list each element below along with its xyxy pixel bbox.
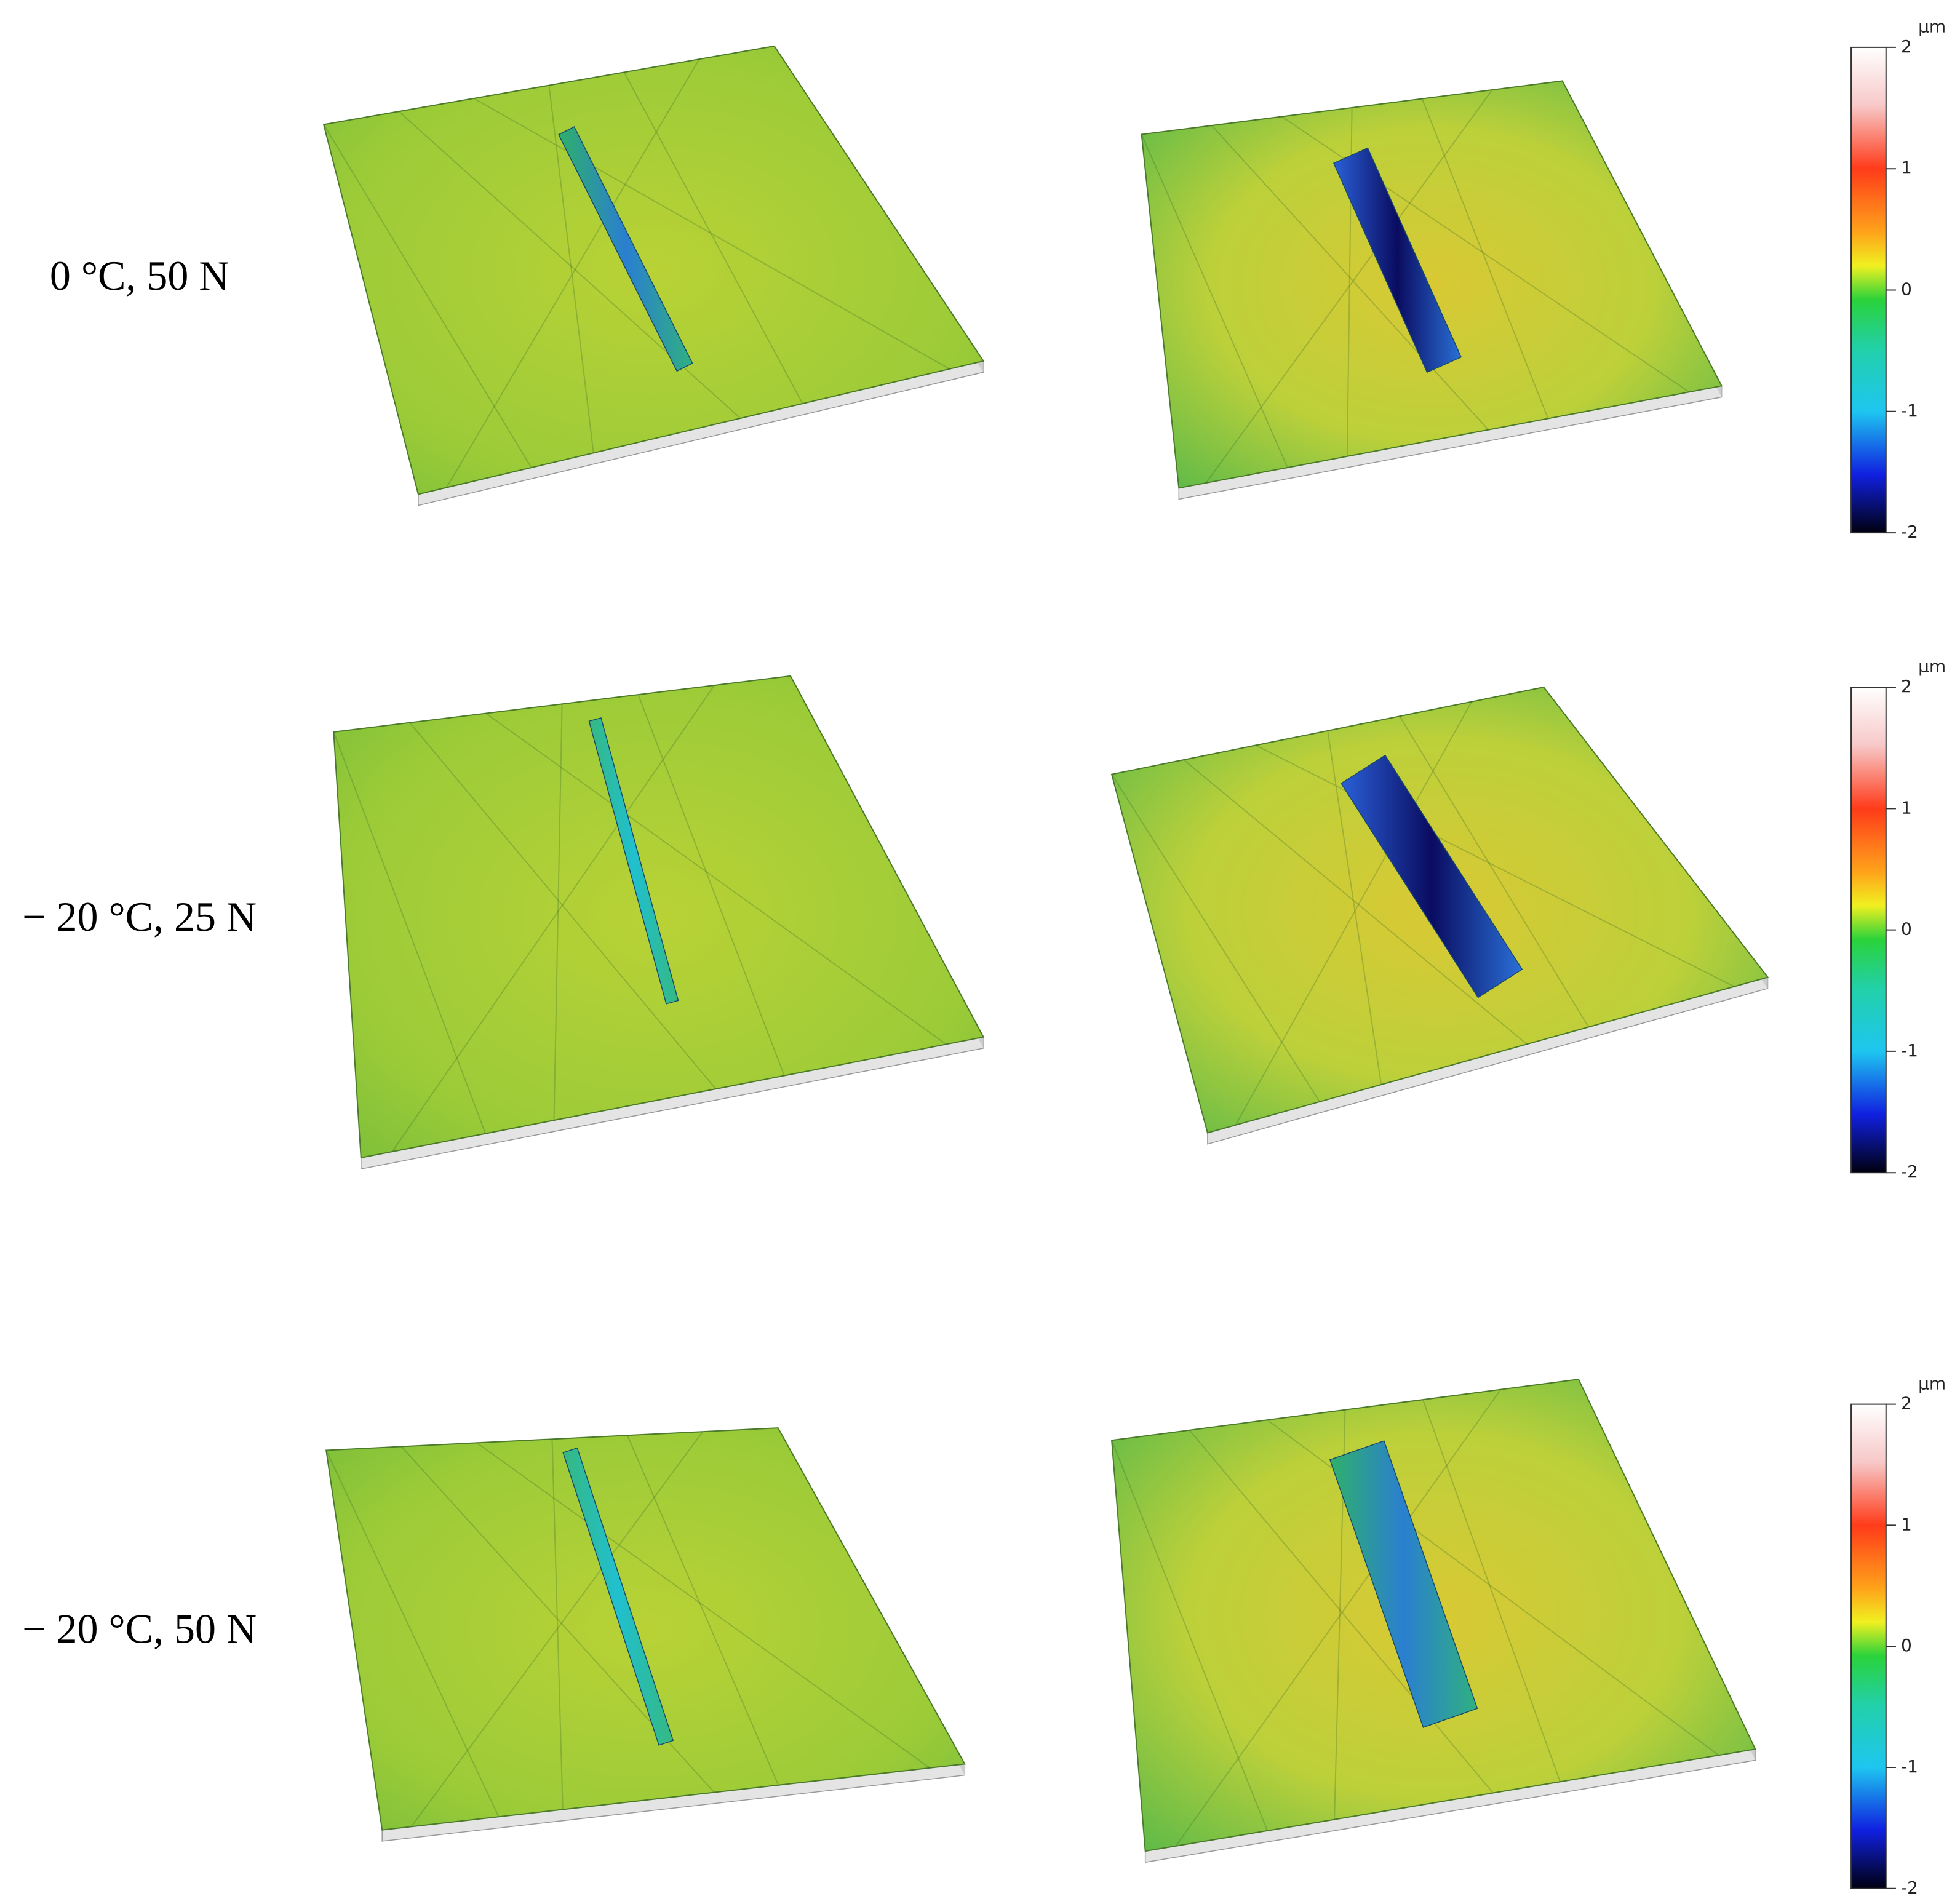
scratch [1340, 754, 1523, 998]
colorbar-tick-label: -1 [1901, 1040, 1918, 1061]
surface-texture [409, 722, 717, 1089]
surface-texture [473, 97, 950, 370]
surface-texture [551, 1439, 564, 1810]
surface-texture [1211, 125, 1489, 431]
surface-texture [1175, 1389, 1502, 1847]
colorbar-tick-label: -2 [1901, 1161, 1918, 1182]
scratch [558, 126, 693, 372]
colorbar-tick-label: -1 [1901, 1756, 1918, 1777]
colorbar [1850, 687, 1887, 1174]
colorbar-tick-label: 1 [1901, 797, 1912, 818]
surface-texture [323, 124, 532, 468]
surface-texture [1141, 134, 1288, 468]
scratch [562, 1447, 674, 1746]
colorbar-tick-label: 0 [1901, 919, 1912, 939]
surface-texture [548, 85, 594, 453]
surface-texture [1111, 774, 1320, 1102]
surface-texture [623, 71, 803, 404]
row-label: 0 °C, 50 N [50, 252, 229, 299]
surface-texture [1111, 1440, 1268, 1831]
colorbar-unit: µm [1918, 17, 1946, 37]
colorbar-tick-label: -1 [1901, 400, 1918, 421]
surface-texture [1421, 98, 1549, 419]
surface-texture [325, 1450, 500, 1817]
surface-texture [1183, 759, 1528, 1045]
surface-texture [476, 1442, 931, 1769]
row-label: − 20 °C, 50 N [22, 1606, 257, 1652]
surface-texture [446, 58, 700, 488]
surface-top [325, 1427, 966, 1831]
colorbar-tick-label: 1 [1901, 1514, 1912, 1534]
colorbar [1850, 1403, 1887, 1889]
colorbar-tick-label: 2 [1901, 36, 1912, 57]
surface-texture [485, 712, 947, 1045]
scratch [1333, 147, 1462, 373]
scratch [588, 717, 679, 1005]
colorbar-tick-label: -2 [1901, 522, 1918, 542]
surface-texture [1255, 744, 1735, 987]
surface-texture [1422, 1399, 1561, 1782]
surface-top [1141, 80, 1723, 489]
surface-texture [391, 685, 715, 1152]
scratch [1329, 1440, 1478, 1728]
colorbar-tick-label: 2 [1901, 676, 1912, 696]
colorbar-tick-label: 1 [1901, 157, 1912, 178]
colorbar-tick-label: 2 [1901, 1393, 1912, 1414]
surface-top [322, 45, 985, 495]
colorbar-unit: µm [1918, 656, 1946, 677]
surface-texture [410, 1431, 704, 1827]
surface-top [333, 675, 985, 1159]
surface-texture [1205, 89, 1493, 484]
surface-texture [626, 1435, 779, 1786]
surface-texture [637, 694, 785, 1076]
surface-texture [1235, 701, 1473, 1126]
surface-texture [553, 704, 563, 1121]
surface-texture [1189, 1430, 1494, 1794]
row-label: − 20 °C, 25 N [22, 893, 257, 940]
colorbar-unit: µm [1918, 1373, 1946, 1393]
surface-texture [1399, 715, 1589, 1027]
colorbar-tick-label: 0 [1901, 1635, 1912, 1655]
colorbar-tick-label: -2 [1901, 1878, 1918, 1898]
colorbar [1850, 46, 1887, 534]
surface-texture [333, 731, 487, 1134]
colorbar-tick-label: 0 [1901, 279, 1912, 299]
surface-texture [1327, 730, 1382, 1085]
